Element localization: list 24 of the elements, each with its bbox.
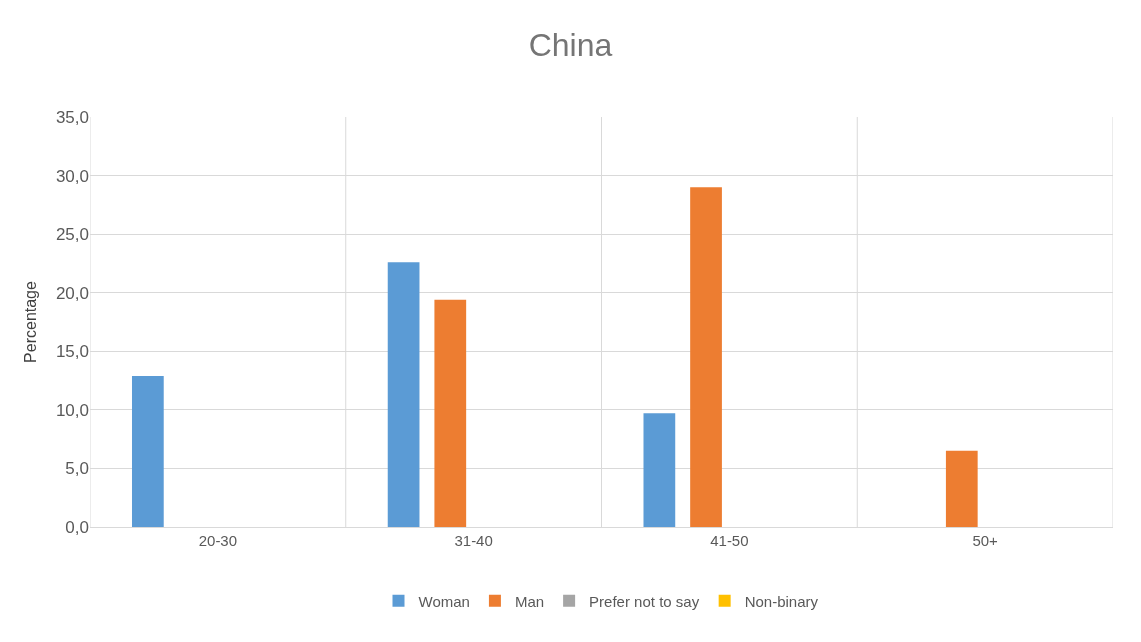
legend-label: Prefer not to say: [589, 592, 700, 610]
bar: [690, 187, 722, 527]
bar: [945, 450, 978, 527]
x-tick-label: 50+: [972, 532, 999, 549]
bar: [434, 299, 467, 527]
bar: [131, 375, 164, 527]
y-tick-label: 5,0: [65, 459, 89, 479]
y-tick-label: 30,0: [55, 166, 89, 186]
legend-label: Woman: [418, 592, 470, 610]
legend-label: Non-binary: [744, 592, 819, 610]
legend-label: Man: [514, 592, 545, 610]
y-tick-label: 0,0: [65, 517, 89, 537]
y-axis-title: Percentage: [21, 280, 39, 363]
x-tick-label: 31-40: [454, 532, 493, 549]
bar: [643, 413, 676, 527]
bar: [387, 262, 420, 527]
y-tick-label: 25,0: [55, 225, 89, 245]
y-tick-label: 20,0: [55, 283, 89, 303]
chart-title: China: [528, 27, 613, 64]
x-tick-label: 41-50: [710, 532, 749, 549]
y-tick-label: 10,0: [55, 400, 89, 420]
x-tick-label: 20-30: [198, 532, 238, 549]
y-tick-label: 35,0: [55, 107, 89, 127]
y-tick-label: 15,0: [55, 342, 89, 362]
